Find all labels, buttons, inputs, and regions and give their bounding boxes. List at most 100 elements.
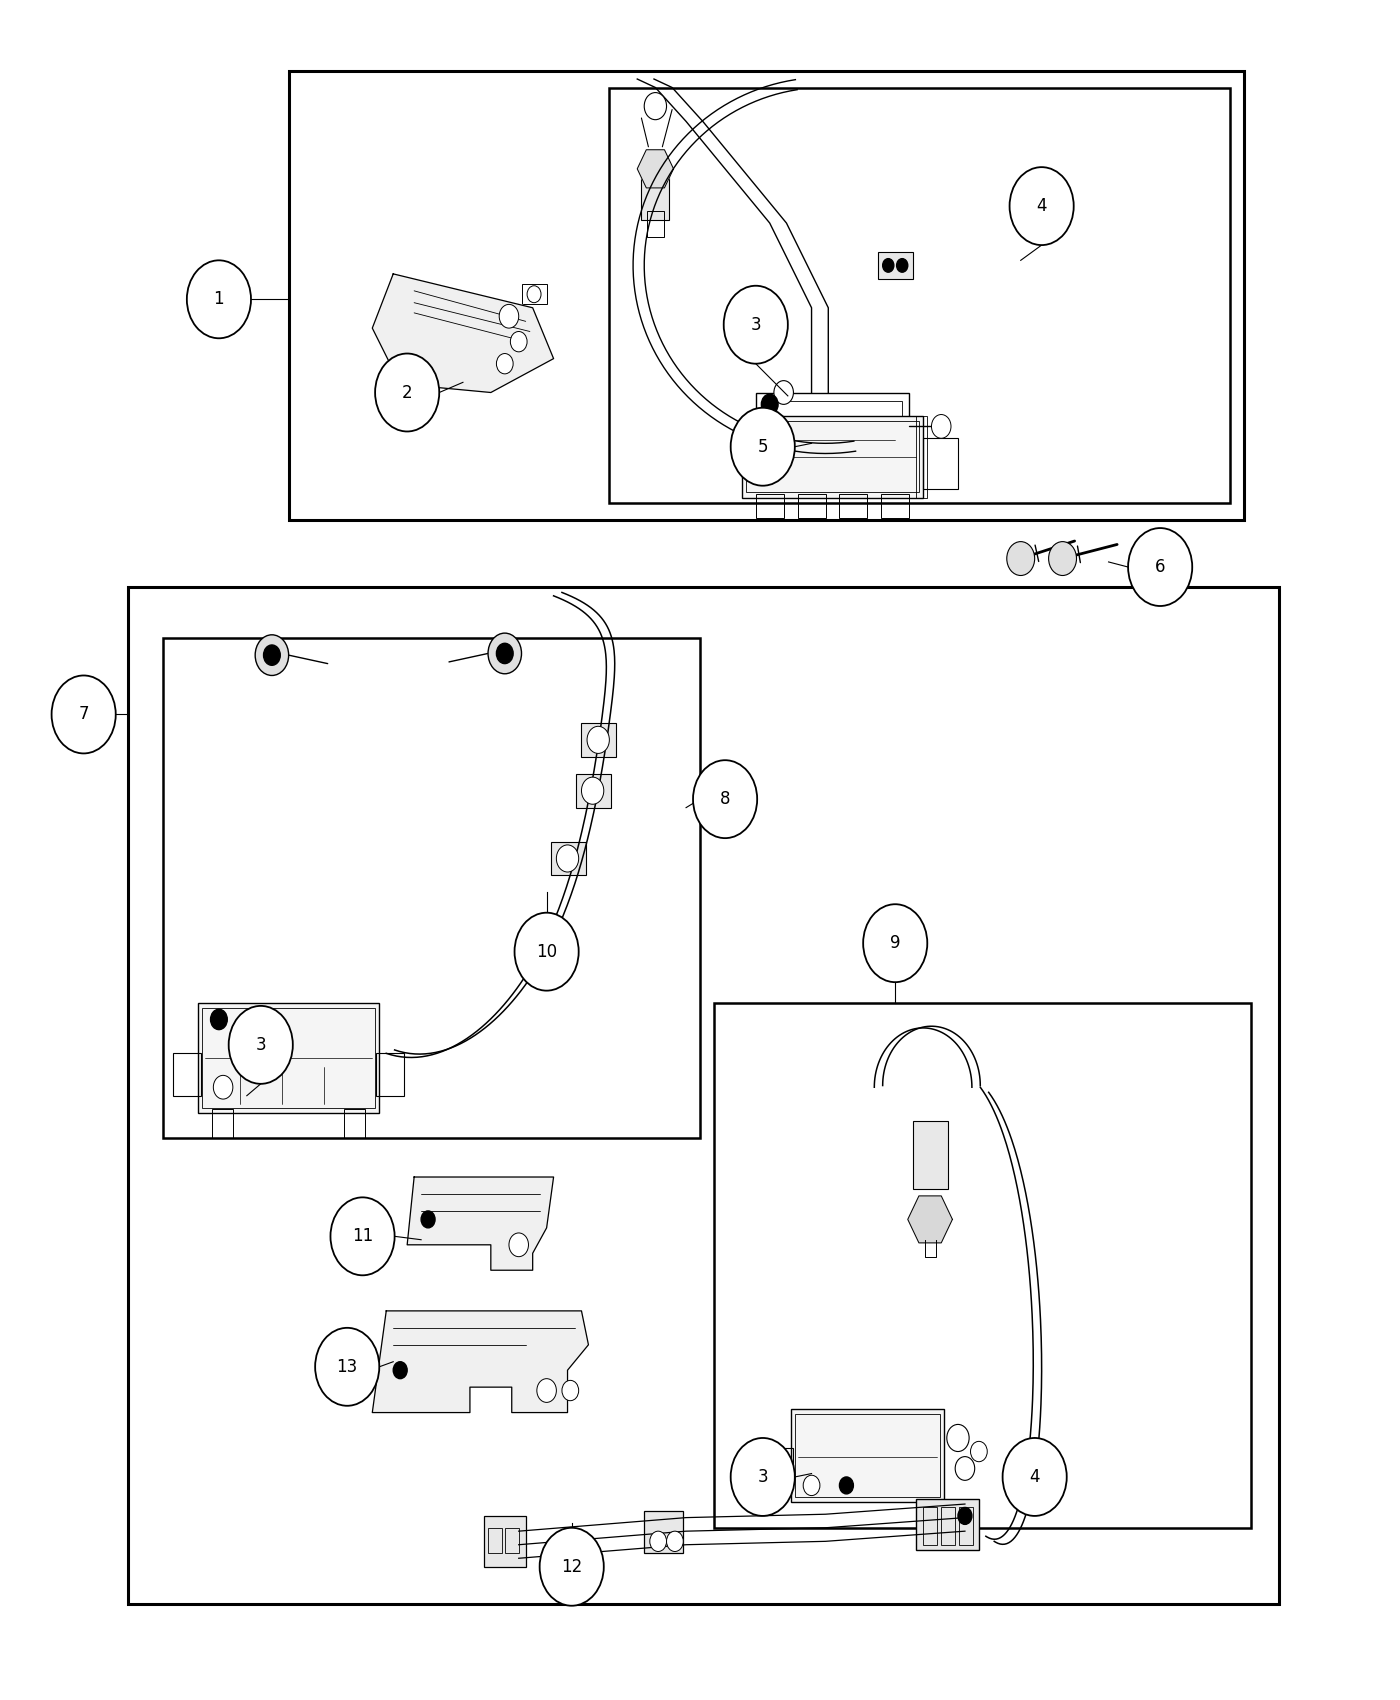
Circle shape (330, 1197, 395, 1275)
Circle shape (375, 354, 440, 432)
Circle shape (315, 1328, 379, 1406)
Circle shape (497, 354, 514, 374)
Bar (550, 842, 585, 876)
Text: 8: 8 (720, 790, 731, 807)
Circle shape (255, 634, 288, 675)
Bar (763, 401, 902, 469)
Bar (377, 1054, 405, 1096)
Bar (742, 416, 923, 498)
Text: 3: 3 (255, 1035, 266, 1054)
Circle shape (228, 1006, 293, 1085)
Bar (913, 1120, 948, 1188)
Bar (791, 1409, 944, 1503)
Bar (197, 1003, 379, 1112)
Text: 1: 1 (214, 291, 224, 308)
Circle shape (955, 1457, 974, 1481)
Circle shape (1049, 542, 1077, 576)
Text: 3: 3 (750, 316, 762, 333)
Circle shape (1009, 167, 1074, 245)
Text: 13: 13 (336, 1358, 358, 1375)
Circle shape (210, 1010, 227, 1030)
Circle shape (1002, 1438, 1067, 1516)
Bar (923, 439, 958, 490)
Polygon shape (372, 274, 553, 393)
Bar (766, 1448, 794, 1486)
Bar (881, 495, 909, 518)
Circle shape (774, 381, 794, 405)
Bar (916, 416, 927, 498)
Circle shape (650, 1532, 666, 1552)
Circle shape (500, 304, 519, 328)
Circle shape (1128, 529, 1193, 605)
Circle shape (970, 1442, 987, 1462)
Bar (505, 1528, 519, 1554)
Circle shape (587, 726, 609, 753)
Text: 4: 4 (1036, 197, 1047, 216)
Bar (756, 393, 909, 478)
Bar (344, 1110, 365, 1137)
Bar (211, 1110, 232, 1137)
Polygon shape (407, 1176, 553, 1270)
Bar (581, 722, 616, 756)
Bar (484, 1516, 525, 1567)
Bar (522, 284, 546, 304)
Bar (641, 168, 669, 219)
Bar (288, 71, 1243, 520)
Circle shape (515, 913, 578, 991)
Circle shape (804, 1476, 820, 1496)
Bar (840, 495, 868, 518)
Circle shape (186, 260, 251, 338)
Bar (129, 588, 1278, 1605)
Circle shape (421, 1210, 435, 1227)
Circle shape (561, 1380, 578, 1401)
Bar (756, 495, 784, 518)
Bar (941, 1508, 955, 1545)
Bar (644, 1511, 683, 1554)
Circle shape (52, 675, 116, 753)
Circle shape (693, 760, 757, 838)
Circle shape (731, 408, 795, 486)
Circle shape (1007, 542, 1035, 576)
Bar (202, 1008, 375, 1108)
Circle shape (644, 92, 666, 119)
Bar (647, 211, 664, 236)
Text: 11: 11 (351, 1227, 374, 1246)
Circle shape (958, 1508, 972, 1525)
Polygon shape (907, 1195, 952, 1243)
Circle shape (946, 1425, 969, 1452)
Circle shape (731, 1438, 795, 1516)
Bar (916, 1499, 979, 1550)
Text: 4: 4 (1029, 1467, 1040, 1486)
Bar (746, 422, 918, 493)
Bar (742, 435, 763, 469)
Circle shape (556, 845, 578, 872)
Bar (489, 1528, 503, 1554)
Text: 3: 3 (757, 1467, 769, 1486)
Bar (795, 1414, 939, 1498)
Text: 7: 7 (78, 706, 90, 724)
Circle shape (263, 644, 280, 665)
Circle shape (536, 1379, 556, 1402)
Circle shape (931, 415, 951, 439)
Circle shape (882, 258, 893, 272)
Bar (575, 774, 610, 807)
Circle shape (896, 258, 907, 272)
Circle shape (526, 286, 540, 303)
Circle shape (666, 1532, 683, 1552)
Circle shape (840, 1477, 854, 1494)
Bar (174, 1054, 200, 1096)
Bar (923, 1508, 937, 1545)
Bar (888, 435, 909, 469)
Bar (959, 1508, 973, 1545)
Circle shape (497, 643, 514, 663)
Circle shape (489, 632, 522, 673)
Circle shape (539, 1528, 603, 1606)
Circle shape (511, 332, 526, 352)
Circle shape (393, 1362, 407, 1379)
Polygon shape (372, 1311, 588, 1413)
Circle shape (864, 904, 927, 983)
Bar (164, 638, 700, 1137)
Text: 10: 10 (536, 944, 557, 960)
Polygon shape (637, 150, 673, 189)
Circle shape (762, 394, 778, 415)
